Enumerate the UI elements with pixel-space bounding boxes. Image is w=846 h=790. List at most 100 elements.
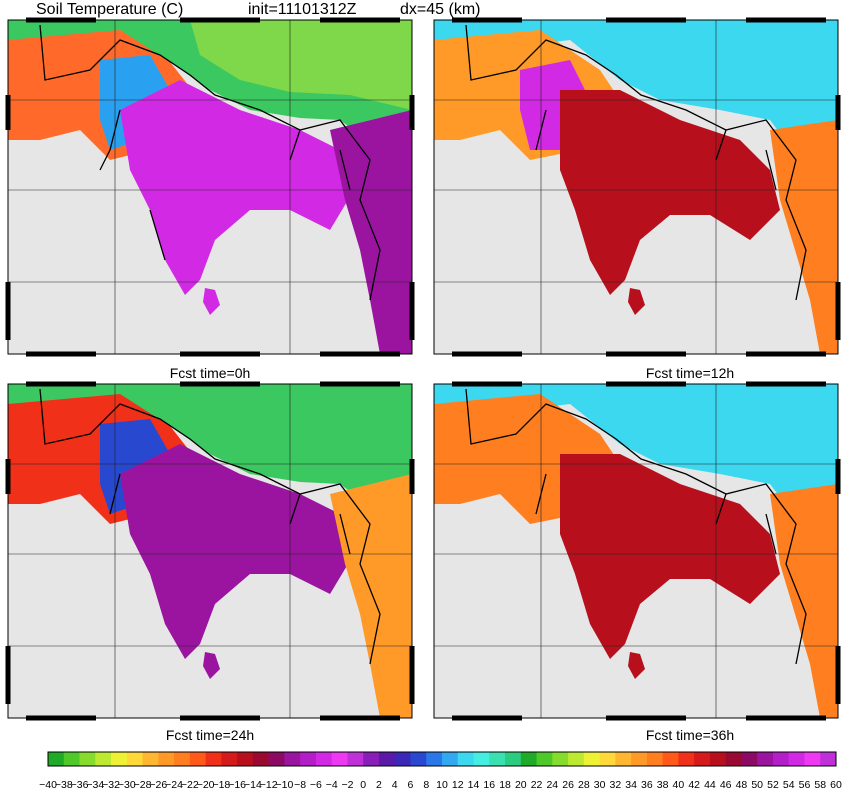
colorbar-swatch [347, 752, 364, 766]
colorbar-swatch [615, 752, 632, 766]
colorbar-swatch [158, 752, 175, 766]
colorbar-swatch [237, 752, 254, 766]
panel-1-land-east [770, 120, 838, 354]
colorbar-tick-label: −32 [102, 779, 120, 790]
panel-0-grid [8, 20, 412, 354]
colorbar-tick-label: 0 [360, 779, 366, 790]
figure-title: Soil Temperature (C) [36, 1, 183, 18]
colorbar-tick-label: −20 [197, 779, 215, 790]
colorbar-tick-label: −34 [86, 779, 104, 790]
colorbar-swatch [552, 752, 569, 766]
colorbar-tick-label: 36 [641, 779, 653, 790]
panel-fcst-36h: Fcst time=36h [433, 381, 841, 743]
colorbar-swatch [473, 752, 490, 766]
init-label: init=11101312Z [248, 1, 357, 18]
colorbar-tick-label: 12 [452, 779, 464, 790]
colorbar-tick-label: 18 [499, 779, 511, 790]
panel-1-land-north [434, 20, 838, 190]
panel-1-grid [434, 20, 838, 354]
colorbar-swatch [95, 752, 112, 766]
colorbar-tick-label: −16 [228, 779, 246, 790]
panel-2-label: Fcst time=24h [166, 727, 254, 743]
colorbar-tick-label: 52 [767, 779, 779, 790]
colorbar-tick-label: 40 [673, 779, 685, 790]
colorbar: −40−38−36−34−32−30−28−26−24−22−20−18−16−… [39, 751, 842, 790]
panel-0-borders [39, 24, 381, 301]
panel-fcst-24h: Fcst time=24h [5, 381, 415, 743]
colorbar-swatch [252, 752, 270, 766]
colorbar-swatch [772, 752, 790, 766]
colorbar-tick-label: −24 [165, 779, 183, 790]
colorbar-tick-label: −6 [310, 779, 322, 790]
colorbar-swatch [788, 752, 805, 766]
colorbar-swatch [520, 752, 538, 766]
colorbar-swatch [315, 752, 333, 766]
panel-0-land-india [120, 80, 360, 295]
colorbar-tick-label: −36 [71, 779, 89, 790]
colorbar-swatch [489, 752, 506, 766]
colorbar-tick-label: 10 [436, 779, 448, 790]
colorbar-tick-label: 28 [578, 779, 590, 790]
colorbar-swatch [741, 752, 758, 766]
colorbar-swatch [568, 752, 585, 766]
dx-label: dx=45 (km) [400, 1, 480, 18]
colorbar-swatch [126, 752, 144, 766]
panel-2-land-india [120, 444, 360, 659]
panel-0-land-srilanka [203, 288, 220, 315]
colorbar-swatch [189, 752, 207, 766]
colorbar-swatch [599, 752, 616, 766]
panel-3-grid [434, 384, 838, 718]
panel-0-land-east [330, 110, 412, 354]
colorbar-swatch [284, 752, 301, 766]
colorbar-tick-label: −18 [212, 779, 230, 790]
panel-1-axis-ticks [452, 17, 841, 357]
colorbar-tick-label: 22 [531, 779, 543, 790]
panel-0-land-plateau [190, 20, 412, 110]
colorbar-tick-label: −2 [341, 779, 353, 790]
colorbar-tick-label: 44 [704, 779, 716, 790]
panel-3-label: Fcst time=36h [646, 727, 734, 743]
colorbar-swatch [678, 752, 695, 766]
colorbar-swatch [583, 752, 601, 766]
colorbar-tick-label: −14 [244, 779, 262, 790]
colorbar-tick-label: 6 [408, 779, 414, 790]
colorbar-swatch [268, 752, 285, 766]
panel-1-land-srilanka [628, 288, 645, 315]
colorbar-swatch [394, 752, 411, 766]
colorbar-tick-label: 56 [799, 779, 811, 790]
colorbar-tick-label: 38 [657, 779, 669, 790]
colorbar-swatch [709, 752, 727, 766]
colorbar-tick-label: 20 [515, 779, 527, 790]
colorbar-swatch [426, 752, 443, 766]
colorbar-swatch [410, 752, 427, 766]
panel-fcst-0h: Fcst time=0h [5, 17, 415, 381]
panel-2-land-north [8, 384, 412, 534]
panel-fcst-12h: Fcst time=12h [433, 17, 841, 381]
panel-1-land-india [560, 90, 780, 295]
colorbar-swatch [331, 752, 348, 766]
colorbar-tick-label: −38 [55, 779, 73, 790]
panel-3-land-east [770, 484, 838, 718]
panel-2-axis-ticks [5, 381, 415, 721]
colorbar-tick-label: 34 [625, 779, 637, 790]
colorbar-swatch [457, 752, 475, 766]
colorbar-tick-label: 46 [720, 779, 732, 790]
colorbar-tick-label: 30 [594, 779, 606, 790]
colorbar-tick-label: 26 [562, 779, 574, 790]
panel-0-label: Fcst time=0h [170, 365, 251, 381]
colorbar-tick-label: 58 [814, 779, 826, 790]
colorbar-tick-label: 4 [392, 779, 398, 790]
colorbar-swatch [662, 752, 679, 766]
colorbar-swatch [804, 752, 821, 766]
colorbar-swatch [694, 752, 711, 766]
colorbar-tick-label: −10 [275, 779, 293, 790]
colorbar-tick-label: −40 [39, 779, 57, 790]
colorbar-swatch [63, 752, 81, 766]
colorbar-swatch [142, 752, 159, 766]
colorbar-swatch [442, 752, 459, 766]
panel-3-land-srilanka [628, 652, 645, 679]
panel-3-land-india [560, 454, 780, 659]
colorbar-tick-label: −22 [181, 779, 199, 790]
panel-2-land-srilanka [203, 652, 220, 679]
